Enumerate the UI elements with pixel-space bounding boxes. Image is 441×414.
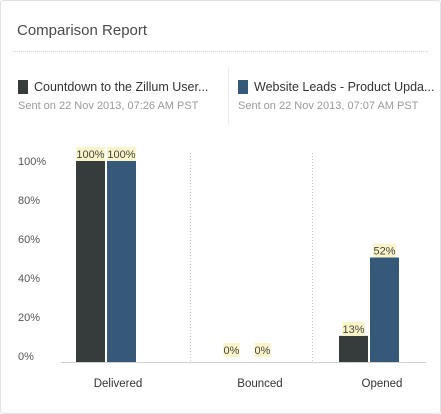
bar-delivered-series-1[interactable] bbox=[76, 161, 105, 362]
legend-swatch-campaign-2 bbox=[238, 80, 248, 94]
y-tick-label: 20% bbox=[18, 312, 41, 324]
data-label-bg bbox=[223, 343, 240, 357]
legend-item-campaign-1[interactable]: Countdown to the Zillum User... Sent on … bbox=[18, 80, 208, 112]
data-label-bg bbox=[373, 243, 396, 258]
legend-swatch-campaign-1 bbox=[18, 80, 28, 94]
data-label: 100% bbox=[76, 149, 104, 161]
data-label: 13% bbox=[342, 324, 364, 336]
x-tick-label-bounced: Bounced bbox=[237, 378, 283, 390]
data-label-bg bbox=[107, 147, 136, 161]
legend-campaign-1-name[interactable]: Countdown to the Zillum User... bbox=[34, 80, 209, 94]
report-title: Comparison Report bbox=[17, 22, 148, 39]
legend-divider bbox=[228, 67, 229, 125]
data-label: 100% bbox=[107, 149, 135, 161]
data-label: 0% bbox=[224, 345, 240, 357]
bar-opened-series-1[interactable] bbox=[339, 335, 368, 362]
y-tick-label: 40% bbox=[18, 273, 41, 285]
legend-campaign-2-sent: Sent on 22 Nov 2013, 07:07 AM PST bbox=[238, 100, 419, 112]
data-label: 52% bbox=[373, 245, 395, 257]
legend-item-campaign-2[interactable]: Website Leads - Product Upda... Sent on … bbox=[238, 80, 434, 112]
legend-campaign-1-sent: Sent on 22 Nov 2013, 07:26 AM PST bbox=[18, 100, 199, 112]
y-tick-label: 0% bbox=[18, 351, 34, 363]
legend-campaign-2-name[interactable]: Website Leads - Product Upda... bbox=[254, 80, 435, 94]
y-tick-label: 80% bbox=[18, 195, 41, 207]
data-label-bg bbox=[342, 321, 365, 336]
data-label-bg bbox=[254, 343, 271, 357]
x-tick-label-opened: Opened bbox=[361, 378, 403, 390]
y-tick-label: 60% bbox=[18, 234, 41, 246]
bar-opened-series-2[interactable] bbox=[370, 257, 399, 362]
data-label: 0% bbox=[255, 345, 271, 357]
bar-delivered-series-2[interactable] bbox=[107, 161, 136, 362]
title-divider bbox=[13, 51, 428, 52]
y-tick-label: 100% bbox=[18, 156, 47, 168]
x-tick-label-delivered: Delivered bbox=[93, 378, 143, 390]
data-label-bg bbox=[76, 147, 105, 161]
